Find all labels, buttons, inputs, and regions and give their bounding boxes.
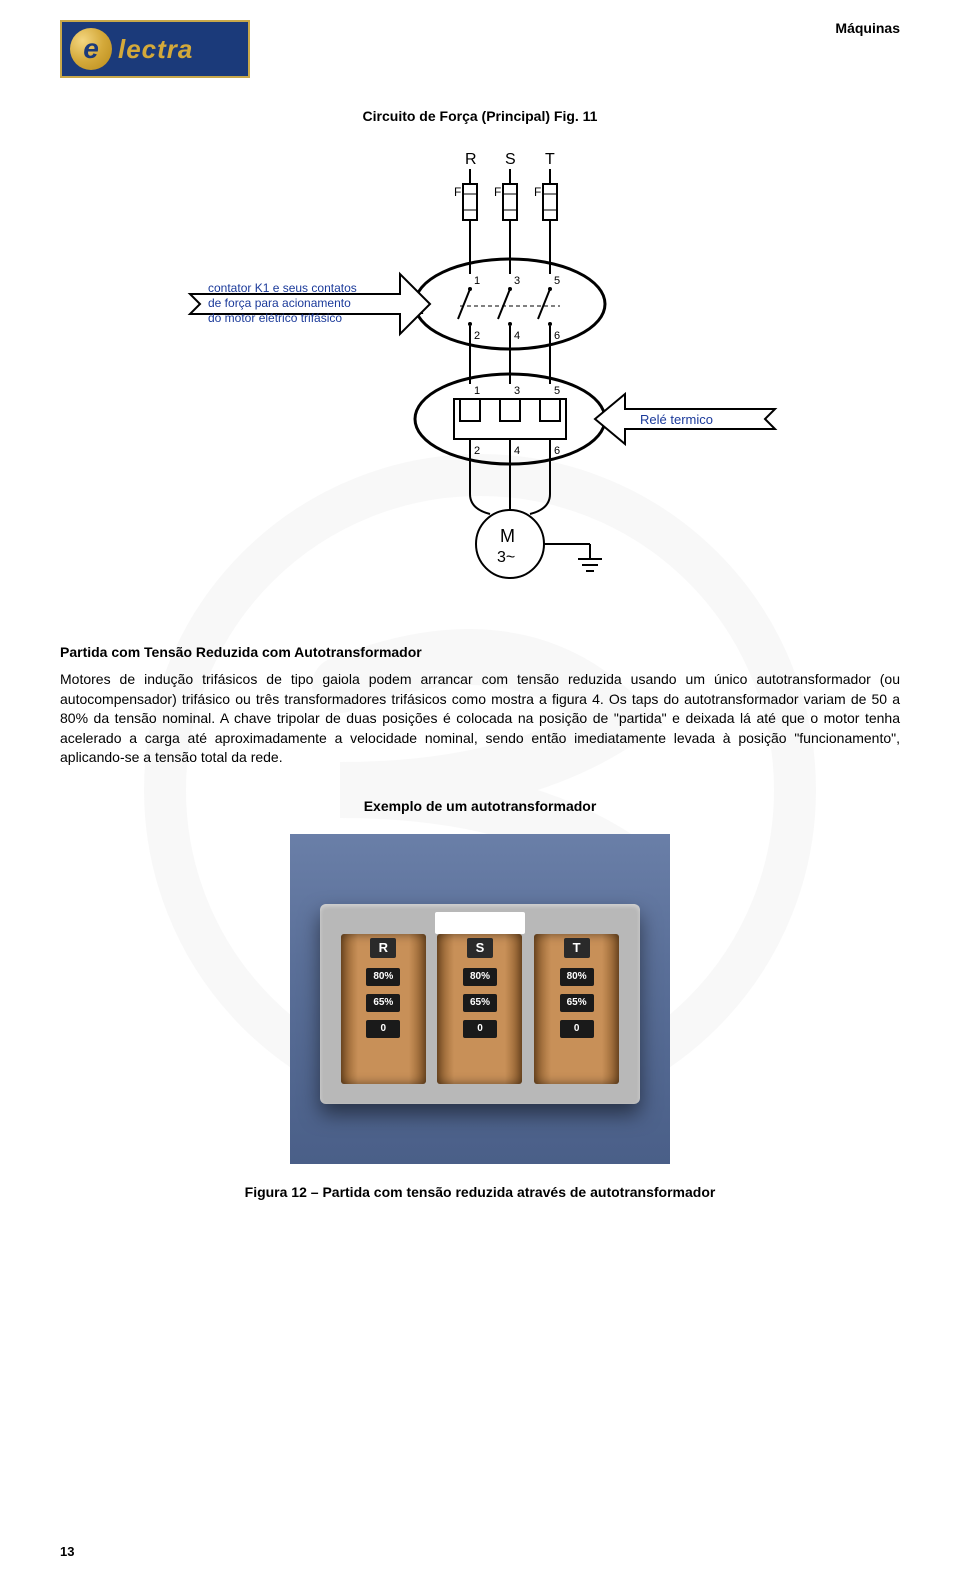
svg-text:2: 2 [474, 330, 480, 342]
svg-text:do motor elétrico trifásico: do motor elétrico trifásico [208, 311, 342, 325]
brand-logo: e lectra [60, 20, 250, 78]
autotransformer-body: R 80% 65% 0 S 80% 65% 0 T 80% 65% 0 [320, 904, 640, 1104]
tap-label: 65% [560, 994, 594, 1012]
example-caption: Exemplo de um autotransformador [60, 798, 900, 814]
header-category: Máquinas [835, 20, 900, 36]
svg-text:1: 1 [474, 275, 480, 287]
svg-text:3~: 3~ [497, 549, 515, 566]
tap-label: 80% [463, 968, 497, 986]
svg-text:1: 1 [474, 385, 480, 397]
logo-text: lectra [118, 34, 193, 65]
svg-text:3: 3 [514, 385, 520, 397]
svg-text:6: 6 [554, 330, 560, 342]
tap-label: 80% [560, 968, 594, 986]
svg-text:3: 3 [514, 275, 520, 287]
page-header: e lectra Máquinas [60, 20, 900, 78]
svg-text:Relé termico: Relé termico [640, 412, 713, 427]
phase-T: T [545, 151, 555, 168]
svg-text:4: 4 [514, 445, 520, 457]
phase-R: R [465, 151, 477, 168]
contactor-callout: contator K1 e seus contatos de força par… [190, 274, 430, 334]
tap-label: 0 [560, 1020, 594, 1038]
figure-caption-top: Circuito de Força (Principal) Fig. 11 [60, 108, 900, 124]
section-title: Partida com Tensão Reduzida com Autotran… [60, 644, 900, 660]
coil-T: T 80% 65% 0 [534, 934, 619, 1084]
body-paragraph: Motores de indução trifásicos de tipo ga… [60, 670, 900, 768]
svg-text:de força para acionamento: de força para acionamento [208, 296, 351, 310]
figure-caption-bottom: Figura 12 – Partida com tensão reduzida … [60, 1184, 900, 1200]
tap-label: 65% [463, 994, 497, 1012]
svg-text:2: 2 [474, 445, 480, 457]
tap-label: 0 [366, 1020, 400, 1038]
coil-R: R 80% 65% 0 [341, 934, 426, 1084]
svg-text:6: 6 [554, 445, 560, 457]
coil-phase-label: S [467, 938, 493, 958]
page-number: 13 [60, 1544, 74, 1559]
logo-initial: e [70, 28, 112, 70]
autotransformer-photo: R 80% 65% 0 S 80% 65% 0 T 80% 65% 0 [290, 834, 670, 1164]
svg-text:4: 4 [514, 330, 520, 342]
tap-label: 80% [366, 968, 400, 986]
relay-callout: Relé termico [595, 394, 775, 444]
circuit-diagram: R S T F1 F2 F3 K1 1 3 5 [170, 144, 790, 604]
svg-text:M: M [500, 526, 515, 546]
svg-text:5: 5 [554, 275, 560, 287]
tap-label: 65% [366, 994, 400, 1012]
phase-S: S [505, 151, 516, 168]
coil-S: S 80% 65% 0 [437, 934, 522, 1084]
coil-phase-label: T [564, 938, 590, 958]
svg-text:contator K1 e seus contatos: contator K1 e seus contatos [208, 281, 357, 295]
svg-text:5: 5 [554, 385, 560, 397]
coil-phase-label: R [370, 938, 396, 958]
tap-label: 0 [463, 1020, 497, 1038]
